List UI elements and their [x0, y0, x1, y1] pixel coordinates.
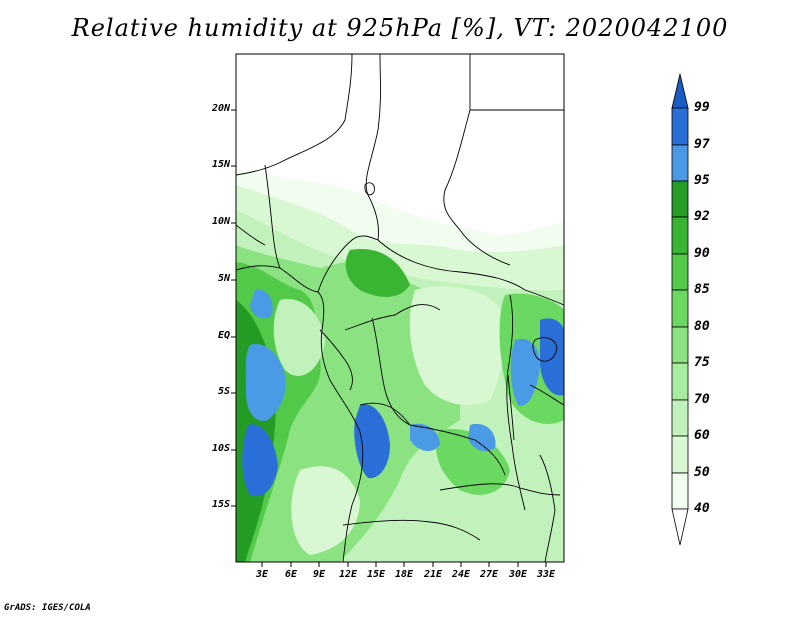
humidity-field — [236, 54, 564, 562]
border-gabon — [319, 329, 353, 391]
colorbar-bin-75 — [671, 362, 689, 401]
credit-text: GrADS: IGES/COLA — [4, 603, 91, 613]
map-title: Relative humidity at 925hPa [%], VT: 202… — [71, 14, 729, 42]
colorbar-label-60: 60 — [694, 428, 710, 443]
colorbar-bin-95 — [671, 180, 689, 218]
humidity-patch-light-west — [273, 299, 325, 376]
humidity-patch-blue-east-2 — [468, 423, 496, 452]
border-niger — [236, 224, 266, 246]
border-libya-chad — [236, 54, 353, 176]
colorbar-bin-90 — [671, 253, 689, 291]
border-malawi — [539, 454, 556, 562]
lon-label-33e: 33E — [536, 569, 556, 580]
lon-label-6e: 6E — [284, 569, 298, 580]
lon-label-3e: 3E — [255, 569, 269, 580]
humidity-patch-blue-coast — [250, 289, 273, 319]
borders — [236, 54, 564, 562]
lat-label-eq: EQ — [217, 330, 230, 341]
lat-label-15s: 15S — [211, 499, 230, 510]
colorbar-label-75: 75 — [694, 355, 710, 370]
lat-label-15n: 15N — [211, 159, 230, 170]
lon-label-24e: 24E — [451, 569, 471, 580]
border-uganda-kenya — [524, 289, 564, 306]
border-west-chad — [264, 164, 281, 269]
lake-tanganyika — [507, 374, 515, 441]
colorbar-bin-85 — [671, 289, 689, 328]
humidity-patch-mid-green — [345, 249, 410, 297]
colorbar-label-92: 92 — [694, 209, 710, 224]
lat-label-5n: 5N — [217, 273, 230, 284]
colorbar-bin-70 — [671, 399, 689, 437]
lake-victoria — [532, 337, 558, 362]
humidity-patch-blue-west — [245, 344, 286, 421]
border-car — [377, 239, 526, 291]
lake-chad — [364, 182, 375, 196]
humidity-patch-blue-southwest — [242, 424, 278, 497]
border-east-lakes — [506, 294, 526, 511]
lon-label-9e: 9E — [312, 569, 326, 580]
border-cameroon-nigeria — [317, 235, 379, 293]
border-sudan-chad-2 — [443, 109, 511, 266]
colorbar — [671, 73, 689, 546]
lat-label-10n: 10N — [211, 216, 230, 227]
lat-label-5s: 5S — [217, 386, 230, 397]
lon-label-15e: 15E — [366, 569, 386, 580]
colorbar-label-80: 80 — [694, 319, 710, 334]
humidity-patch-light-center — [409, 286, 505, 405]
colorbar-label-85: 85 — [694, 282, 710, 297]
colorbar-label-70: 70 — [694, 392, 710, 407]
lon-label-27e: 27E — [479, 569, 499, 580]
colorbar-label-40: 40 — [694, 501, 710, 516]
border-tanzania — [529, 384, 564, 406]
lon-label-21e: 21E — [423, 569, 443, 580]
lon-label-18e: 18E — [394, 569, 414, 580]
colorbar-label-97: 97 — [694, 137, 710, 152]
lat-label-20n: 20N — [211, 103, 230, 114]
lat-ticks — [231, 109, 236, 507]
humidity-patch-blue-lakes — [510, 338, 540, 406]
coastline — [236, 265, 364, 562]
lat-label-10s: 10S — [211, 443, 230, 454]
lon-label-30e: 30E — [508, 569, 528, 580]
colorbar-bin-92 — [671, 216, 689, 255]
border-congo-basin — [344, 304, 441, 331]
border-angola-namibia — [342, 519, 481, 541]
colorbar-bin-50 — [671, 472, 689, 510]
colorbar-label-50: 50 — [694, 465, 710, 480]
colorbar-bin-97 — [671, 144, 689, 182]
colorbar-label-90: 90 — [694, 246, 710, 261]
plot-frame — [235, 53, 565, 563]
border-chad-sudan — [365, 54, 381, 241]
colorbar-arrow-bottom — [671, 508, 689, 546]
lon-label-12e: 12E — [338, 569, 358, 580]
colorbar-bin-60 — [671, 435, 689, 474]
colorbar-arrow-top — [671, 73, 689, 109]
lon-ticks — [261, 562, 547, 567]
colorbar-bin-80 — [671, 326, 689, 364]
colorbar-label-95: 95 — [694, 173, 710, 188]
border-drc-angola — [359, 402, 506, 476]
humidity-patch-light-south — [291, 466, 360, 555]
colorbar-label-99: 99 — [694, 100, 710, 115]
humidity-patch-blue-south-central — [410, 423, 440, 452]
humidity-patch-blue-angola — [354, 404, 390, 479]
colorbar-bin-99 — [671, 107, 689, 146]
border-drc-west — [371, 317, 411, 426]
